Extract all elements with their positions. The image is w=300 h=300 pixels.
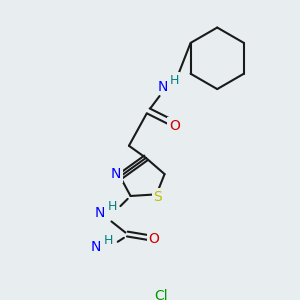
Text: N: N: [95, 206, 106, 220]
Text: Cl: Cl: [154, 289, 168, 300]
Text: H: H: [104, 234, 113, 247]
Text: N: N: [158, 80, 168, 94]
Text: H: H: [169, 74, 179, 87]
Text: H: H: [108, 200, 117, 213]
Text: O: O: [169, 118, 180, 133]
Text: N: N: [111, 167, 121, 181]
Text: S: S: [153, 190, 162, 204]
Text: N: N: [91, 240, 101, 254]
Text: O: O: [148, 232, 160, 246]
